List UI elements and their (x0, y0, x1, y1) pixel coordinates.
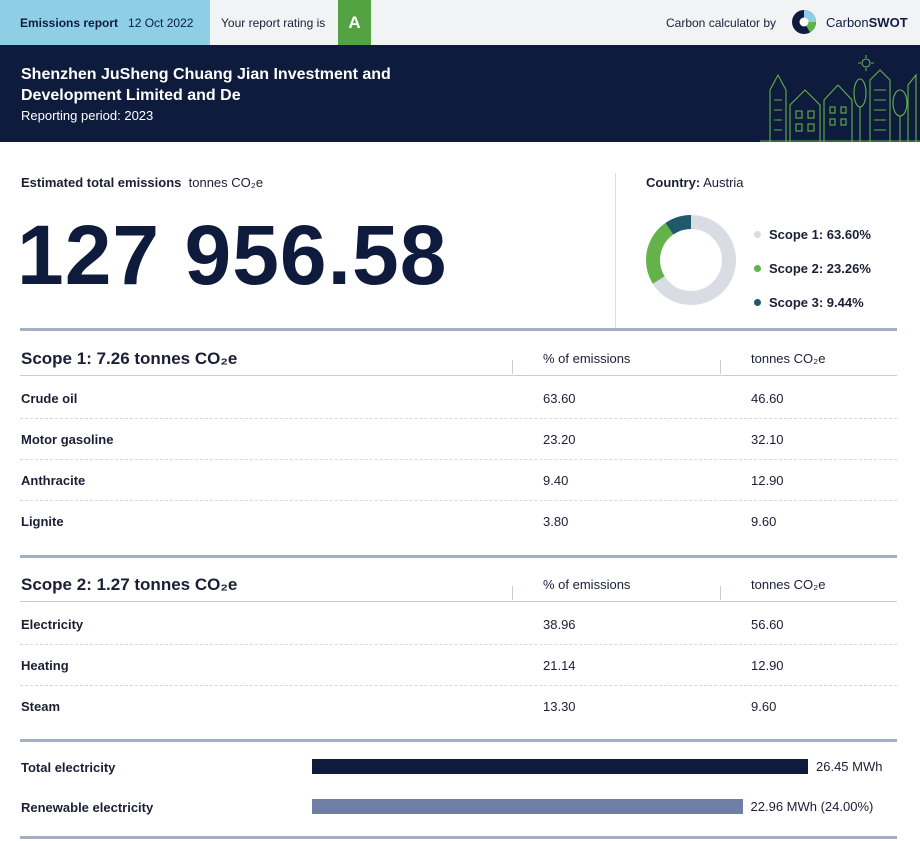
country-info: Country: Austria (646, 175, 744, 190)
brand-part2: SWOT (868, 15, 908, 30)
table-row: Heating 21.14 12.90 (20, 645, 897, 686)
row-name: Crude oil (21, 391, 78, 406)
total-label-text: Estimated total emissions (21, 175, 182, 190)
column-separator (720, 586, 721, 600)
column-separator (720, 360, 721, 374)
country-value: Austria (703, 175, 744, 190)
rating-text: Your report rating is (221, 15, 326, 30)
carbonswot-logo-icon[interactable] (791, 9, 817, 35)
row-name: Lignite (21, 514, 64, 529)
legend-dot (754, 298, 761, 306)
renewable-electricity-bar (312, 799, 743, 814)
scope-1-pct-header: % of emissions (543, 351, 631, 366)
scope-donut-chart (646, 215, 736, 305)
legend-label: Scope 3: 9.44% (769, 294, 864, 310)
row-pct: 21.14 (543, 658, 576, 673)
section-divider (20, 739, 897, 742)
scope-2-title: Scope 2: 1.27 tonnes CO₂e (21, 575, 238, 594)
renewable-electricity-value: 22.96 MWh (24.00%) (750, 799, 874, 814)
reporting-period: Reporting period: 2023 (21, 108, 154, 123)
legend-dot (754, 264, 761, 272)
row-tons: 9.60 (751, 699, 777, 714)
total-emissions-label: Estimated total emissions tonnes CO₂e (21, 175, 263, 190)
row-pct: 9.40 (543, 473, 569, 488)
total-electricity-row: Total electricity 26.45 MWh (20, 758, 897, 778)
row-tons: 32.10 (751, 432, 784, 447)
renewable-electricity-row: Renewable electricity 22.96 MWh (24.00%) (20, 798, 897, 818)
row-pct: 23.20 (543, 432, 576, 447)
row-tons: 9.60 (751, 514, 777, 529)
country-label: Country: (646, 175, 701, 190)
total-electricity-label: Total electricity (21, 760, 116, 775)
row-name: Electricity (21, 617, 84, 632)
row-tons: 12.90 (751, 473, 784, 488)
row-name: Heating (21, 658, 69, 673)
vertical-divider (615, 173, 616, 328)
header-rule (20, 601, 897, 602)
row-tons: 56.60 (751, 617, 784, 632)
total-electricity-bar (312, 759, 808, 774)
brand-name[interactable]: Carbon SWOT (826, 0, 908, 45)
legend-label: Scope 1: 63.60% (769, 226, 871, 242)
table-row: Anthracite 9.40 12.90 (20, 460, 897, 501)
row-name: Anthracite (21, 473, 86, 488)
section-divider (20, 328, 897, 331)
brand-part1: Carbon (826, 15, 869, 30)
city-illustration-icon (760, 55, 920, 142)
legend-item-scope-1: Scope 1: 63.60% (754, 217, 871, 251)
column-separator (512, 360, 513, 374)
total-unit: tonnes CO₂e (188, 175, 264, 190)
donut-slice-scope-2 (646, 215, 736, 305)
table-row: Electricity 38.96 56.60 (20, 604, 897, 645)
report-chip: Emissions report 12 Oct 2022 (0, 0, 210, 45)
report-label: Emissions report (20, 15, 119, 30)
row-pct: 3.80 (543, 514, 569, 529)
table-row: Crude oil 63.60 46.60 (20, 378, 897, 419)
legend-label: Scope 2: 23.26% (769, 260, 871, 276)
legend-item-scope-2: Scope 2: 23.26% (754, 251, 871, 285)
legend-item-scope-3: Scope 3: 9.44% (754, 285, 871, 319)
renewable-electricity-label: Renewable electricity (21, 800, 154, 815)
row-pct: 63.60 (543, 391, 576, 406)
scope-1-title: Scope 1: 7.26 tonnes CO₂e (21, 349, 238, 368)
scope-1-tons-header: tonnes CO₂e (751, 351, 826, 366)
row-pct: 38.96 (543, 617, 576, 632)
report-header: Shenzhen JuSheng Chuang Jian Investment … (0, 45, 920, 142)
top-bar: Emissions report 12 Oct 2022 Your report… (0, 0, 920, 45)
report-date: 12 Oct 2022 (128, 15, 194, 30)
donut-slice-scope-3 (646, 215, 736, 305)
row-pct: 13.30 (543, 699, 576, 714)
table-row: Motor gasoline 23.20 32.10 (20, 419, 897, 460)
section-divider (20, 555, 897, 558)
scope-2-tons-header: tonnes CO₂e (751, 577, 826, 592)
legend-dot (754, 230, 761, 238)
total-electricity-value: 26.45 MWh (816, 759, 883, 774)
table-row: Lignite 3.80 9.60 (20, 501, 897, 542)
company-name: Shenzhen JuSheng Chuang Jian Investment … (21, 66, 391, 104)
row-tons: 46.60 (751, 391, 784, 406)
calculator-by-text: Carbon calculator by (666, 15, 777, 30)
row-name: Steam (21, 699, 61, 714)
donut-legend: Scope 1: 63.60% Scope 2: 23.26% Scope 3:… (754, 217, 871, 319)
rating-badge: A (338, 0, 371, 45)
row-tons: 12.90 (751, 658, 784, 673)
section-divider (20, 836, 897, 839)
column-separator (512, 586, 513, 600)
row-name: Motor gasoline (21, 432, 114, 447)
header-rule (20, 375, 897, 376)
table-row: Steam 13.30 9.60 (20, 686, 897, 727)
scope-2-pct-header: % of emissions (543, 577, 631, 592)
total-emissions-value: 127 956.58 (17, 208, 448, 302)
